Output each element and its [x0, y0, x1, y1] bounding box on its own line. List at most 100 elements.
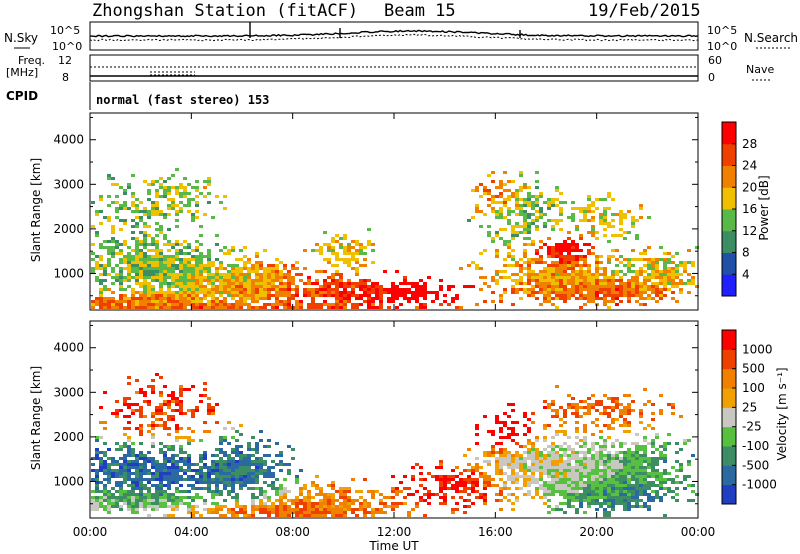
range-gate-cell — [295, 306, 299, 309]
range-gate-cell — [175, 219, 179, 222]
range-gate-cell — [555, 415, 559, 418]
range-gate-cell — [103, 496, 107, 499]
range-gate-cell — [667, 487, 671, 490]
range-gate-cell — [183, 300, 187, 303]
range-gate-cell — [139, 300, 143, 303]
range-gate-cell — [151, 472, 155, 475]
range-gate-cell — [511, 454, 515, 457]
range-gate-cell — [307, 508, 311, 511]
range-gate-cell — [163, 303, 167, 306]
range-gate-cell — [159, 297, 163, 300]
range-gate-cell — [187, 466, 191, 469]
range-gate-cell — [355, 270, 359, 273]
range-gate-cell — [663, 279, 667, 282]
range-gate-cell — [591, 481, 595, 484]
range-gate-cell — [499, 210, 503, 213]
range-gate-cell — [195, 273, 199, 276]
range-gate-cell — [331, 294, 335, 297]
range-gate-cell — [619, 499, 623, 502]
range-gate-cell — [159, 502, 163, 505]
range-gate-cell — [495, 255, 499, 258]
range-gate-cell — [503, 240, 507, 243]
range-gate-cell — [187, 282, 191, 285]
range-gate-cell — [323, 502, 327, 505]
range-gate-cell — [383, 511, 387, 514]
range-gate-cell — [247, 288, 251, 291]
colorbar-frame — [721, 329, 737, 505]
range-gate-cell — [687, 273, 691, 276]
range-gate-cell — [607, 207, 611, 210]
range-gate-cell — [127, 303, 131, 306]
range-gate-cell — [599, 502, 603, 505]
range-gate-cell — [171, 448, 175, 451]
range-gate-cell — [419, 285, 423, 288]
range-gate-cell — [563, 270, 567, 273]
range-gate-cell — [659, 499, 663, 502]
range-gate-cell — [151, 288, 155, 291]
range-gate-cell — [359, 294, 363, 297]
range-gate-cell — [231, 451, 235, 454]
range-gate-cell — [195, 246, 199, 249]
range-gate-cell — [259, 502, 263, 505]
range-gate-cell — [199, 261, 203, 264]
range-gate-cell — [515, 487, 519, 490]
range-gate-cell — [147, 430, 151, 433]
range-gate-cell — [615, 463, 619, 466]
range-gate-cell — [463, 484, 467, 487]
range-gate-cell — [175, 210, 179, 213]
range-gate-cell — [219, 273, 223, 276]
range-gate-cell — [599, 493, 603, 496]
range-gate-cell — [627, 508, 631, 511]
range-gate-cell — [627, 454, 631, 457]
range-gate-cell — [251, 306, 255, 309]
range-gate-cell — [311, 505, 315, 508]
range-gate-cell — [239, 285, 243, 288]
range-gate-cell — [151, 391, 155, 394]
range-gate-cell — [491, 433, 495, 436]
range-gate-cell — [371, 490, 375, 493]
range-gate-cell — [147, 198, 151, 201]
range-gate-cell — [159, 409, 163, 412]
range-gate-cell — [171, 267, 175, 270]
range-gate-cell — [219, 300, 223, 303]
range-gate-cell — [663, 493, 667, 496]
range-gate-cell — [239, 469, 243, 472]
range-gate-cell — [691, 279, 695, 282]
range-gate-cell — [163, 195, 167, 198]
range-gate-cell — [219, 306, 223, 309]
range-gate-cell — [651, 496, 655, 499]
range-gate-cell — [623, 258, 627, 261]
range-gate-cell — [483, 249, 487, 252]
range-gate-cell — [575, 279, 579, 282]
range-gate-cell — [335, 303, 339, 306]
range-gate-cell — [115, 409, 119, 412]
range-gate-cell — [611, 297, 615, 300]
range-gate-cell — [111, 457, 115, 460]
range-gate-cell — [659, 279, 663, 282]
range-gate-cell — [459, 306, 463, 309]
range-gate-cell — [339, 505, 343, 508]
range-gate-cell — [399, 288, 403, 291]
range-gate-cell — [603, 445, 607, 448]
range-gate-cell — [131, 490, 135, 493]
range-gate-cell — [459, 484, 463, 487]
range-gate-cell — [99, 481, 103, 484]
range-gate-cell — [231, 267, 235, 270]
range-gate-cell — [187, 210, 191, 213]
range-gate-cell — [271, 270, 275, 273]
range-gate-cell — [607, 240, 611, 243]
range-gate-cell — [555, 481, 559, 484]
range-gate-cell — [139, 264, 143, 267]
range-gate-cell — [455, 481, 459, 484]
range-gate-cell — [271, 273, 275, 276]
range-gate-cell — [307, 499, 311, 502]
range-gate-cell — [255, 264, 259, 267]
range-gate-cell — [391, 490, 395, 493]
range-gate-cell — [675, 300, 679, 303]
range-gate-cell — [639, 297, 643, 300]
range-gate-cell — [495, 186, 499, 189]
range-gate-cell — [267, 499, 271, 502]
range-gate-cell — [163, 270, 167, 273]
range-gate-cell — [147, 189, 151, 192]
range-gate-cell — [543, 439, 547, 442]
